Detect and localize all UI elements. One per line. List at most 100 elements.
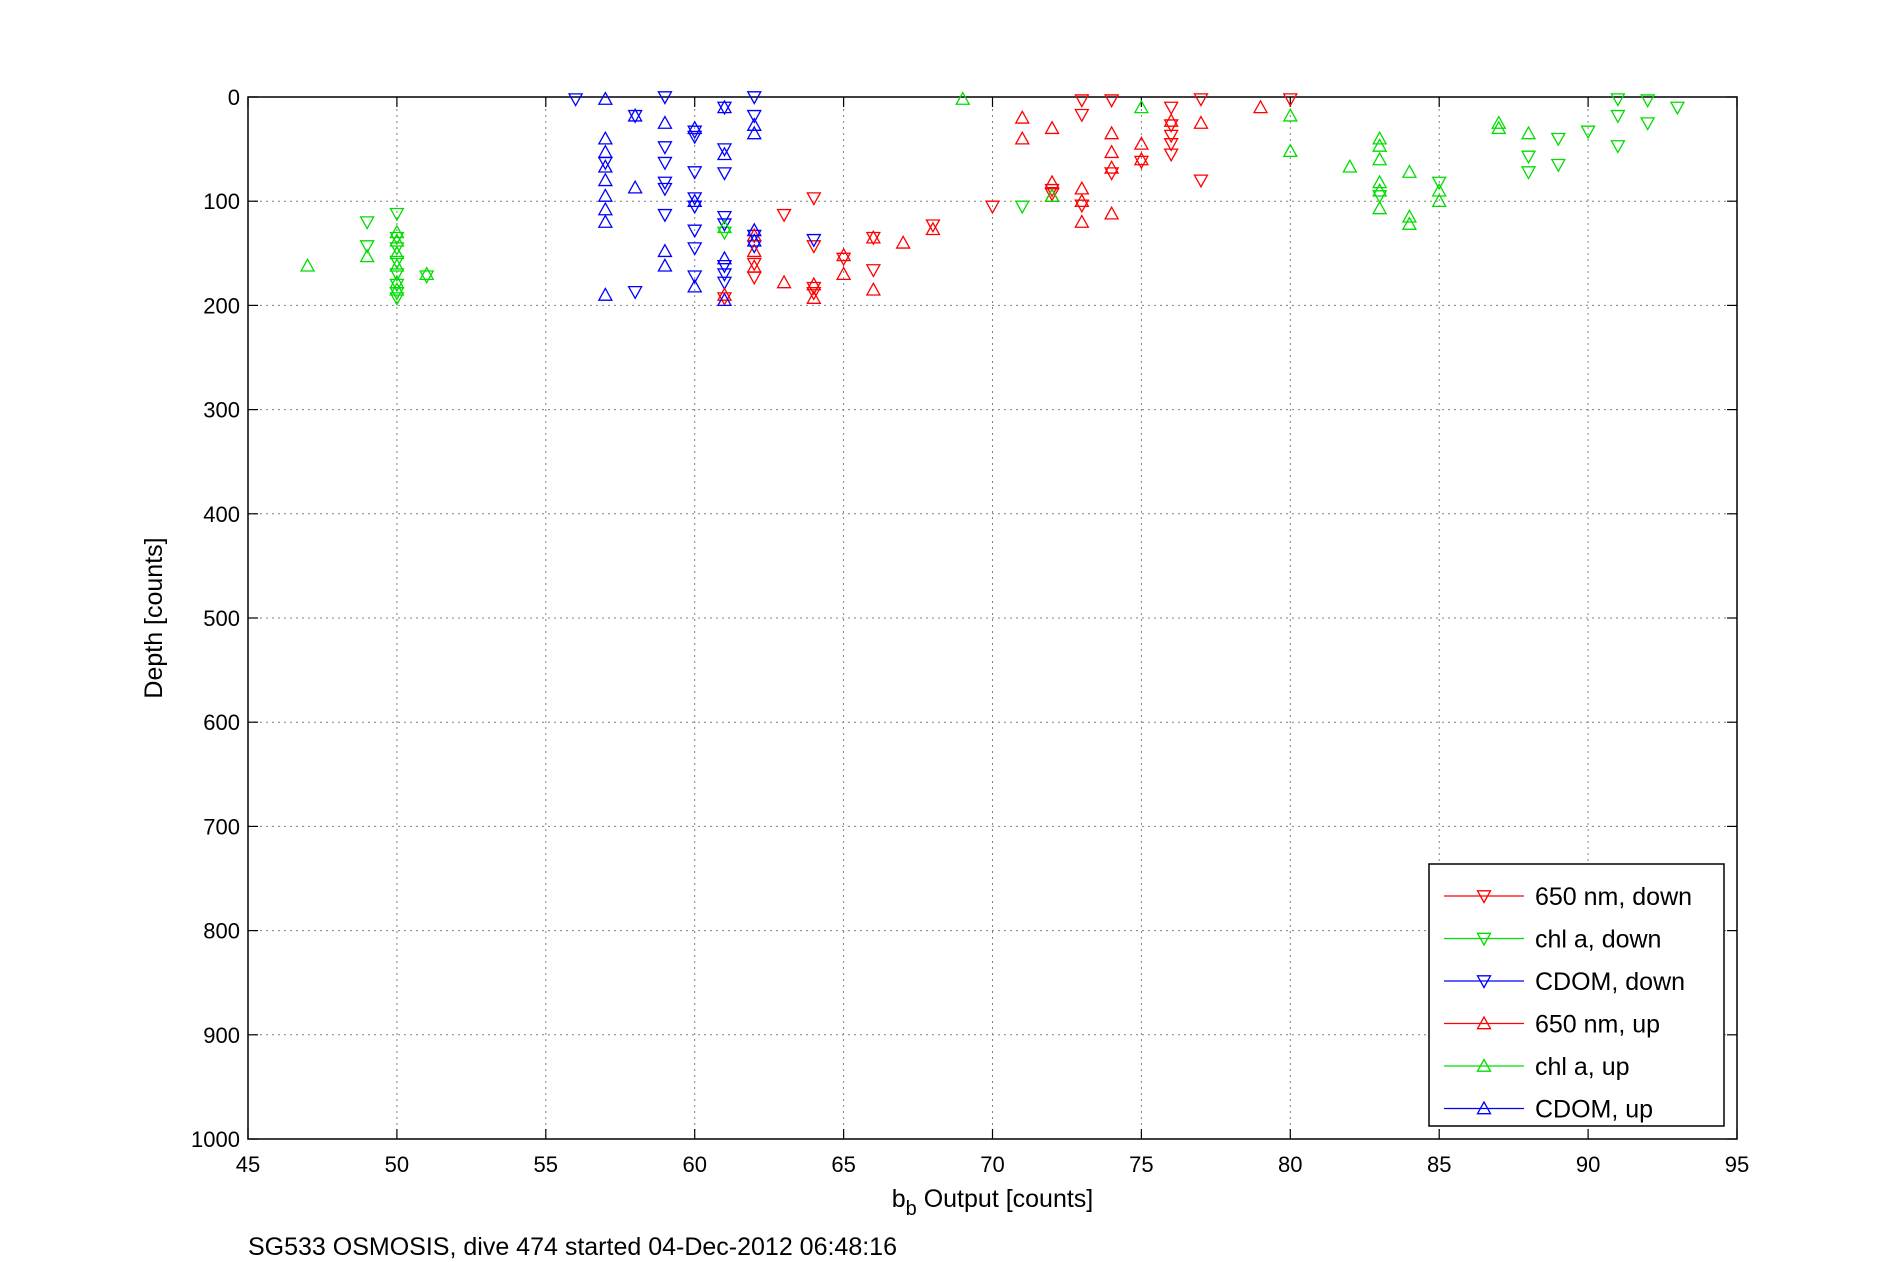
data-point xyxy=(597,201,613,216)
data-point xyxy=(746,243,762,258)
data-point xyxy=(657,208,673,223)
x-tick-label: 60 xyxy=(682,1152,706,1177)
data-point xyxy=(597,287,613,301)
data-point xyxy=(1401,164,1418,178)
data-point xyxy=(597,158,613,173)
data-point xyxy=(597,91,613,105)
data-point xyxy=(1104,94,1120,108)
data-markers xyxy=(299,91,1686,307)
data-point xyxy=(746,232,762,247)
data-point xyxy=(597,130,613,145)
data-point xyxy=(1163,101,1179,116)
data-point xyxy=(687,224,703,239)
x-tick-label: 45 xyxy=(236,1152,260,1177)
data-point xyxy=(687,270,703,285)
x-tick-label: 65 xyxy=(831,1152,855,1177)
series-1 xyxy=(359,93,1686,306)
data-point xyxy=(657,91,673,105)
data-point xyxy=(1193,115,1209,129)
data-point xyxy=(716,276,733,291)
legend-label: CDOM, up xyxy=(1535,1096,1653,1124)
x-axis-label-rest: Output [counts] xyxy=(917,1185,1094,1213)
x-axis-label-subscript: b xyxy=(906,1198,917,1220)
data-point xyxy=(1282,107,1298,122)
data-point xyxy=(389,207,405,222)
data-point xyxy=(389,274,405,289)
data-point xyxy=(716,99,733,114)
data-point xyxy=(657,115,673,129)
data-point xyxy=(359,248,375,263)
data-point xyxy=(1520,166,1537,180)
data-point xyxy=(657,156,673,171)
data-point xyxy=(389,268,405,282)
data-point xyxy=(716,210,733,225)
data-point xyxy=(1372,182,1388,197)
legend-item: 650 nm, down xyxy=(1444,883,1692,911)
data-point xyxy=(687,192,703,206)
legend-label: CDOM, down xyxy=(1535,968,1685,996)
data-point xyxy=(1104,205,1120,220)
data-point xyxy=(1163,148,1179,163)
data-point xyxy=(389,224,405,239)
data-point xyxy=(1133,151,1150,166)
data-point xyxy=(1550,132,1566,147)
data-point xyxy=(746,91,762,105)
x-axis-label: bb Output [counts] xyxy=(892,1185,1094,1220)
data-point xyxy=(1372,200,1388,215)
data-point xyxy=(895,235,911,249)
data-point xyxy=(925,219,941,234)
data-point xyxy=(1610,140,1626,154)
data-point xyxy=(389,281,405,296)
data-point xyxy=(716,143,733,157)
data-point xyxy=(299,257,316,272)
legend-marker xyxy=(1476,1100,1492,1115)
data-point xyxy=(806,192,822,206)
data-point xyxy=(687,130,703,145)
legend-box xyxy=(1428,863,1725,1127)
axis-ticks: 45 50 55 60 65 70 75 80 85 90 95 0 100 200 300 400 500 60… xyxy=(191,85,1749,1177)
y-tick-label: 1000 xyxy=(191,1127,240,1152)
data-point xyxy=(1282,93,1298,107)
data-point xyxy=(389,255,405,270)
x-axis-label-main: b xyxy=(892,1185,906,1213)
data-point xyxy=(865,264,881,278)
data-point xyxy=(955,91,971,105)
caption: SG533 OSMOSIS, dive 474 started 04-Dec-2… xyxy=(248,1233,897,1261)
data-point xyxy=(1342,158,1358,173)
legend-label: chl a, up xyxy=(1535,1053,1630,1081)
legend-label: chl a, down xyxy=(1535,926,1661,954)
data-point xyxy=(1074,214,1090,228)
data-point xyxy=(835,252,852,267)
legend-label: 650 nm, down xyxy=(1535,883,1692,911)
data-point xyxy=(657,243,673,258)
data-point xyxy=(806,240,822,254)
legend: 650 nm, down chl a, down CDOM, down 650 nm,… xyxy=(1428,863,1725,1127)
data-point xyxy=(1104,160,1120,174)
data-point xyxy=(597,144,613,159)
x-tick-label: 95 xyxy=(1725,1152,1749,1177)
data-point xyxy=(1044,120,1060,135)
data-point xyxy=(1372,138,1388,152)
y-tick-label: 900 xyxy=(203,1023,240,1048)
data-point xyxy=(687,242,703,256)
data-point xyxy=(1640,117,1656,131)
y-tick-label: 0 xyxy=(228,85,240,110)
data-point xyxy=(746,257,762,272)
legend-marker xyxy=(1476,890,1492,904)
data-point xyxy=(1163,113,1179,127)
data-point xyxy=(1520,150,1537,165)
data-point xyxy=(835,247,852,262)
data-point xyxy=(806,233,822,248)
series-5 xyxy=(597,91,762,307)
data-point xyxy=(716,226,733,241)
data-point xyxy=(1491,120,1507,135)
x-tick-label: 75 xyxy=(1129,1152,1153,1177)
data-point xyxy=(716,219,733,234)
data-point xyxy=(1074,108,1090,123)
data-point xyxy=(1133,99,1150,114)
y-tick-label: 100 xyxy=(203,189,240,214)
data-point xyxy=(1431,193,1447,208)
y-tick-label: 600 xyxy=(203,710,240,735)
data-point xyxy=(1282,143,1298,158)
